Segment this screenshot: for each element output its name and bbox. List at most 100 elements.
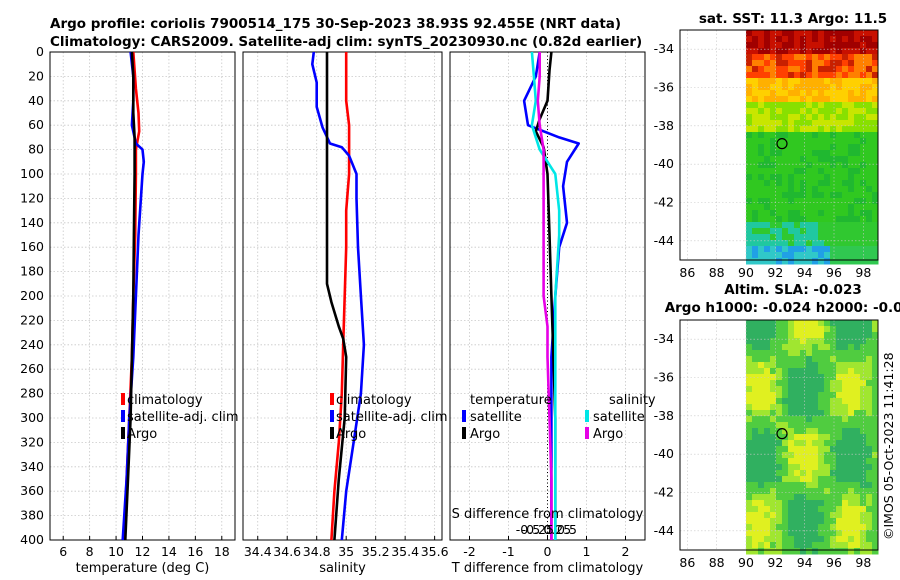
map-cell: [848, 524, 855, 531]
map-cell: [758, 356, 765, 363]
map-cell: [860, 258, 867, 265]
map-cell: [794, 222, 801, 229]
map-cell: [818, 174, 825, 181]
map-cell: [866, 108, 873, 115]
map-cell: [848, 162, 855, 169]
map-cell: [782, 246, 789, 253]
map-cell: [770, 120, 777, 127]
map-cell: [872, 36, 879, 43]
map-cell: [794, 446, 801, 453]
map-cell: [854, 72, 861, 79]
map-cell: [794, 84, 801, 91]
sst-map-panel: 86 88 90 92 94 96 98-34-36-38-40-42-44: [654, 29, 879, 280]
map-cell: [746, 416, 753, 423]
map-cell: [872, 416, 879, 423]
map-cell: [746, 246, 753, 253]
map-cell: [812, 464, 819, 471]
map-cell: [866, 174, 873, 181]
map-cell: [764, 428, 771, 435]
map-cell: [770, 416, 777, 423]
map-cell: [788, 434, 795, 441]
map-cell: [824, 548, 831, 555]
map-cell: [758, 542, 765, 549]
map-cell: [776, 240, 783, 247]
map-cell: [746, 186, 753, 193]
map-cell: [848, 144, 855, 151]
map-cell: [806, 102, 813, 109]
map-cell: [812, 476, 819, 483]
map-cell: [854, 210, 861, 217]
map-cell: [854, 252, 861, 259]
map-cell: [746, 470, 753, 477]
x-tick-label: 35.4: [391, 544, 419, 559]
map-cell: [848, 66, 855, 73]
map-cell: [752, 48, 759, 55]
map-cell: [758, 344, 765, 351]
map-cell: [824, 204, 831, 211]
map-cell: [758, 500, 765, 507]
map-cell: [800, 362, 807, 369]
map-cell: [848, 192, 855, 199]
x-tick-label: 35.6: [421, 544, 449, 559]
map-cell: [824, 332, 831, 339]
map-cell: [866, 356, 873, 363]
map-cell: [746, 144, 753, 151]
map-cell: [812, 180, 819, 187]
map-cell: [866, 500, 873, 507]
map-cell: [860, 404, 867, 411]
map-cell: [854, 42, 861, 49]
map-cell: [800, 240, 807, 247]
map-cell: [770, 524, 777, 531]
map-cell: [854, 356, 861, 363]
map-cell: [872, 542, 879, 549]
map-cell: [764, 54, 771, 61]
map-cell: [764, 368, 771, 375]
map-cell: [746, 452, 753, 459]
map-cell: [782, 114, 789, 121]
map-cell: [830, 42, 837, 49]
map-cell: [866, 204, 873, 211]
map-cell: [848, 374, 855, 381]
map-cell: [770, 350, 777, 357]
map-cell: [752, 434, 759, 441]
map-cell: [860, 144, 867, 151]
map-cell: [788, 240, 795, 247]
map-cell: [854, 198, 861, 205]
map-cell: [800, 114, 807, 121]
map-cell: [782, 66, 789, 73]
map-cell: [854, 108, 861, 115]
map-x-tick-label: 90: [738, 265, 754, 280]
map-cell: [800, 108, 807, 115]
map-cell: [746, 524, 753, 531]
map-cell: [830, 222, 837, 229]
map-cell: [818, 120, 825, 127]
map-cell: [830, 542, 837, 549]
map-cell: [830, 512, 837, 519]
map-cell: [818, 240, 825, 247]
map-cell: [788, 368, 795, 375]
map-cell: [764, 386, 771, 393]
map-cell: [830, 156, 837, 163]
map-cell: [776, 150, 783, 157]
map-cell: [866, 398, 873, 405]
map-cell: [770, 410, 777, 417]
map-cell: [812, 368, 819, 375]
map-cell: [854, 162, 861, 169]
map-cell: [764, 84, 771, 91]
map-cell: [776, 210, 783, 217]
map-cell: [758, 428, 765, 435]
map-cell: [806, 174, 813, 181]
map-x-tick-label: 94: [797, 265, 813, 280]
map-cell: [872, 452, 879, 459]
map-cell: [836, 216, 843, 223]
map-cell: [866, 48, 873, 55]
map-cell: [836, 252, 843, 259]
map-cell: [812, 332, 819, 339]
map-cell: [800, 482, 807, 489]
map-cell: [758, 30, 765, 37]
map-cell: [836, 138, 843, 145]
map-cell: [794, 398, 801, 405]
map-cell: [848, 494, 855, 501]
map-cell: [794, 198, 801, 205]
map-cell: [836, 144, 843, 151]
